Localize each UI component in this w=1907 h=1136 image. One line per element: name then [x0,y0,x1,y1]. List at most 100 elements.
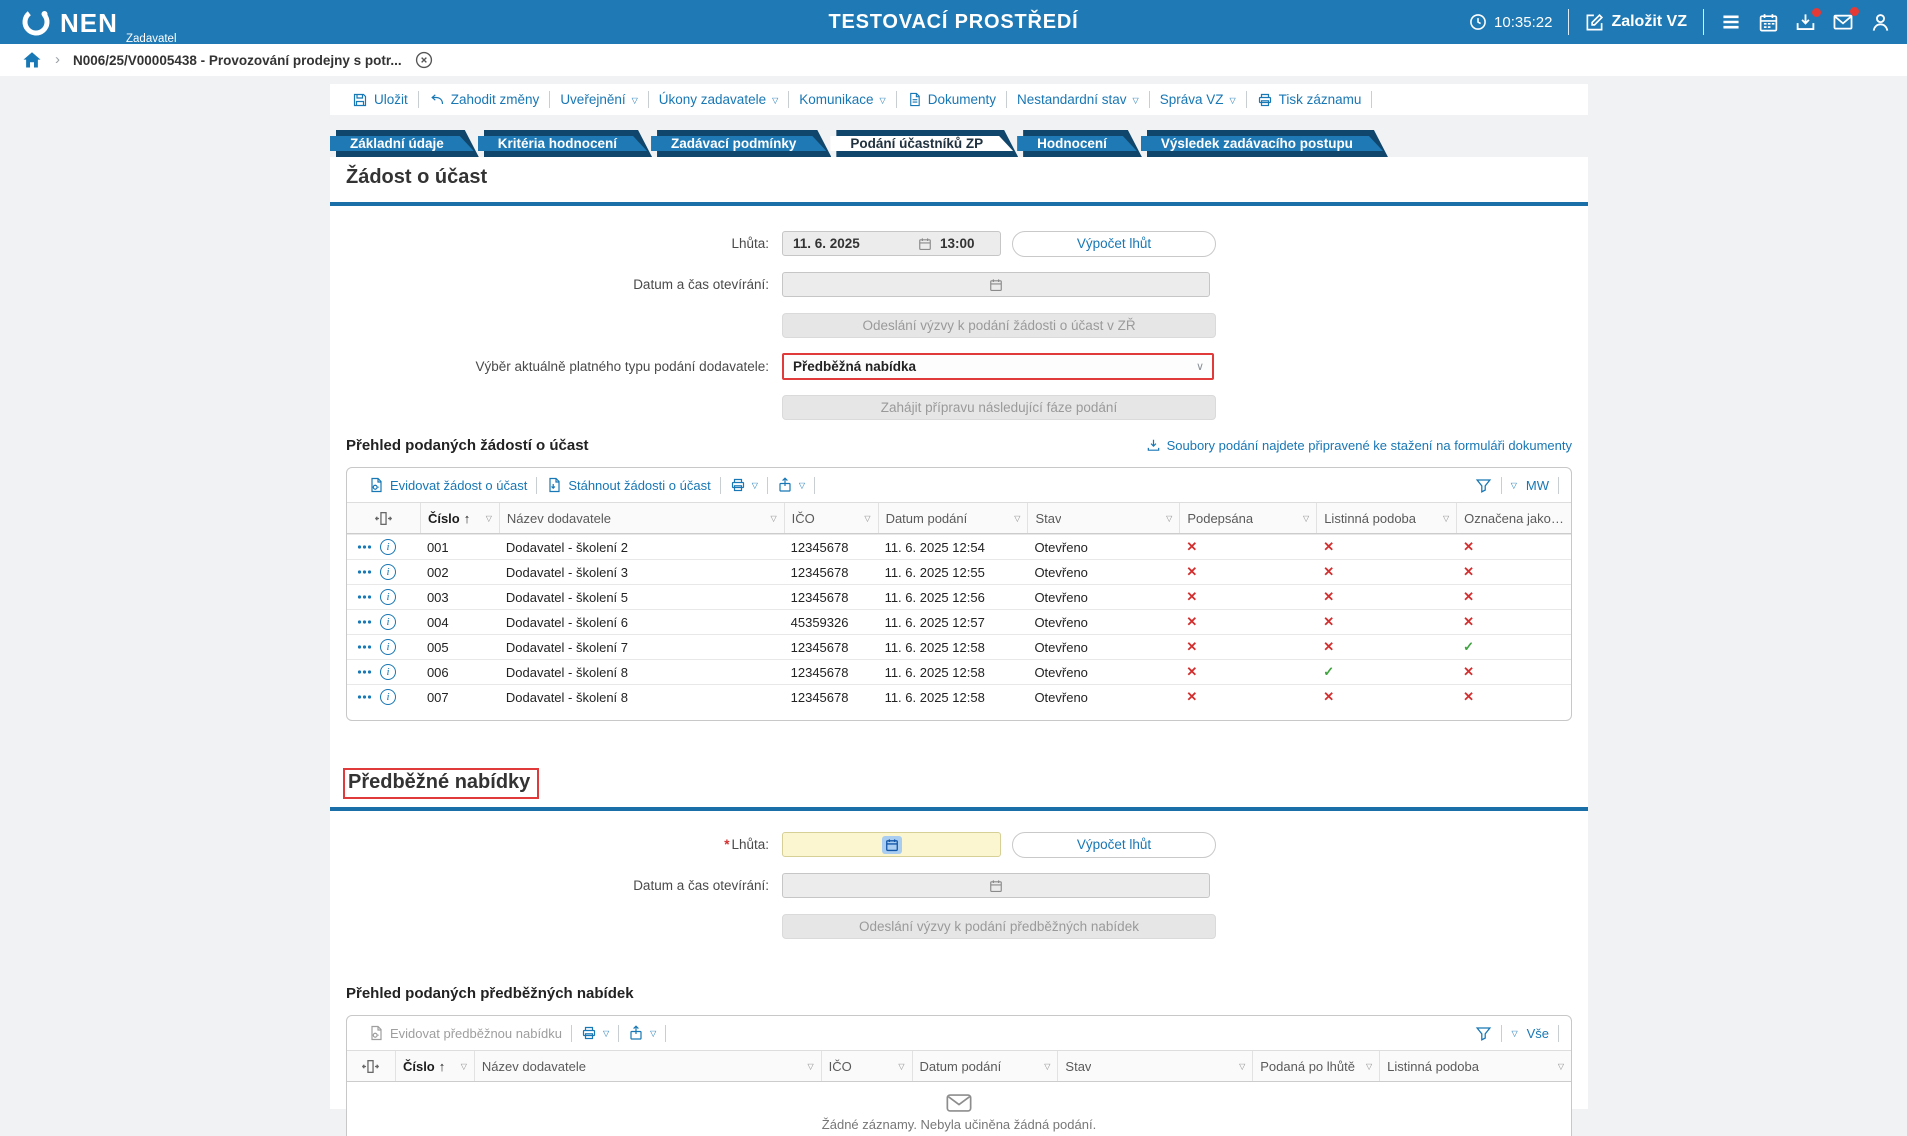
column-header-stav[interactable]: Stav ▽ [1057,1051,1252,1081]
column-header-cislo[interactable]: Číslo ↑ ▽ [394,1051,474,1081]
filter-icon[interactable] [1475,477,1492,494]
filter-caret-icon[interactable]: ▽ [1044,1061,1051,1071]
send-invite-prelim-button[interactable]: Odeslání výzvy k podání předběžných nabí… [782,914,1216,939]
print-table-button[interactable]: ▽ [721,477,767,493]
table-row[interactable]: i 006 Dodavatel - školení 8 12345678 11.… [347,659,1571,684]
row-actions-icon[interactable] [357,594,372,600]
send-invite-request-button[interactable]: Odeslání výzvy k podání žádosti o účast … [782,313,1216,338]
table-row[interactable]: i 005 Dodavatel - školení 7 12345678 11.… [347,634,1571,659]
filter-caret-icon[interactable]: ▽ [1442,513,1450,523]
start-next-phase-button[interactable]: Zahájit přípravu následující fáze podání [782,395,1216,420]
filter-caret-icon[interactable]: ▽ [770,513,777,523]
column-settings-icon[interactable] [362,1058,380,1075]
table-row[interactable]: i 007 Dodavatel - školení 8 12345678 11.… [347,684,1571,709]
filter-caret-icon[interactable]: ▽ [807,1061,814,1071]
filter-caret-icon[interactable]: ▽ [898,1061,905,1071]
row-info-icon[interactable]: i [380,689,396,705]
close-tab-icon[interactable] [415,51,433,69]
row-info-icon[interactable]: i [380,589,396,605]
column-header-podana-po-lhute[interactable]: Podaná po lhůtě ▽ [1252,1051,1379,1081]
column-header-listinna-podoba[interactable]: Listinná podoba ▽ [1316,503,1456,533]
column-header-nazev[interactable]: Název dodavatele ▽ [473,1051,821,1081]
filter-caret-icon[interactable]: ▽ [1366,1061,1373,1071]
caret-down-icon[interactable]: ▽ [1511,1029,1518,1038]
table-row[interactable]: i 004 Dodavatel - školení 6 45359326 11.… [347,609,1571,634]
export-table-button[interactable]: ▽ [619,1025,665,1041]
publish-menu[interactable]: Uveřejnění ▽ [560,92,638,107]
nen-logo[interactable]: NEN Zadavatel [20,6,177,44]
calc-deadlines-button[interactable]: Výpočet lhůt [1012,230,1216,257]
download-requests-button[interactable]: Stáhnout žádosti o účast [537,477,719,493]
tab-podani-ucastniku-zp[interactable]: Podání účastníků ZP [830,130,1013,157]
table-row[interactable]: i 003 Dodavatel - školení 5 12345678 11.… [347,584,1571,609]
user-icon[interactable] [1870,12,1891,33]
column-header-listinna-podoba[interactable]: Listinná podoba ▽ [1379,1051,1571,1081]
nonstandard-state-menu[interactable]: Nestandardní stav ▽ [1016,92,1139,107]
discard-changes-button[interactable]: Zahodit změny [419,92,550,108]
filter-caret-icon[interactable]: ▽ [1014,513,1021,523]
calendar-small-icon[interactable] [918,237,932,251]
print-record-button[interactable]: Tisk záznamu [1247,92,1372,108]
calc-deadlines-button[interactable]: Výpočet lhůt [1012,831,1216,858]
row-actions-icon[interactable] [357,669,372,675]
row-actions-icon[interactable] [357,544,372,550]
menu-icon[interactable] [1720,11,1742,33]
documents-button[interactable]: Dokumenty [897,92,1006,107]
caret-down-icon[interactable]: ▽ [1510,481,1517,490]
column-header-datum-podani[interactable]: Datum podání ▽ [911,1051,1058,1081]
row-actions-icon[interactable] [357,569,372,575]
filter-caret-icon[interactable]: ▽ [1239,1061,1246,1071]
breadcrumb-item[interactable]: N006/25/V00005438 - Provozování prodejny… [73,52,402,68]
filter-caret-icon[interactable]: ▽ [1557,1061,1565,1071]
view-selector[interactable]: MW [1525,477,1549,493]
column-header-datum-podani[interactable]: Datum podání ▽ [877,503,1028,533]
print-table-button[interactable]: ▽ [572,1025,618,1041]
tab-vysledek-zadavaciho-postupu[interactable]: Výsledek zadávacího postupu [1141,130,1383,157]
vz-administration-menu[interactable]: Správa VZ ▽ [1159,92,1236,107]
contracting-actions-menu[interactable]: Úkony zadavatele ▽ [658,92,779,107]
row-info-icon[interactable]: i [380,539,396,555]
column-settings-icon[interactable] [374,510,392,527]
filter-caret-icon[interactable]: ▽ [460,1061,467,1071]
tab-hodnoceni[interactable]: Hodnocení [1017,130,1137,157]
prelim-opening-field[interactable] [782,873,1210,898]
calendar-icon[interactable] [1758,12,1779,33]
row-info-icon[interactable]: i [380,639,396,655]
table-row[interactable]: i 002 Dodavatel - školení 3 12345678 11.… [347,559,1571,584]
inbox-downloads[interactable] [1795,7,1821,33]
row-actions-icon[interactable] [357,694,372,700]
column-header-nazev[interactable]: Název dodavatele ▽ [498,503,784,533]
row-info-icon[interactable]: i [380,664,396,680]
filter-caret-icon[interactable]: ▽ [864,513,871,523]
row-info-icon[interactable]: i [380,564,396,580]
calendar-picker-icon[interactable] [881,835,902,854]
view-selector[interactable]: Vše [1526,1025,1549,1041]
save-button[interactable]: Uložit [342,92,418,108]
filter-caret-icon[interactable]: ▽ [1303,513,1310,523]
column-header-stav[interactable]: Stav ▽ [1027,503,1179,533]
column-header-ico[interactable]: IČO ▽ [783,503,878,533]
row-info-icon[interactable]: i [380,614,396,630]
opening-datetime-field[interactable] [782,272,1210,297]
row-actions-icon[interactable] [357,644,372,650]
tab-kriteria-hodnoceni[interactable]: Kritéria hodnocení [478,130,647,157]
submission-type-select[interactable]: Předběžná nabídka ∨ [782,353,1214,380]
filter-caret-icon[interactable]: ▽ [485,513,492,523]
column-header-ico[interactable]: IČO ▽ [820,1051,912,1081]
home-icon[interactable] [22,50,42,70]
register-prelim-offer-button[interactable]: Evidovat předběžnou nabídku [359,1025,571,1041]
register-request-button[interactable]: Evidovat žádost o účast [359,477,536,493]
table-row[interactable]: i 001 Dodavatel - školení 2 12345678 11.… [347,534,1571,559]
prelim-deadline-field[interactable] [782,832,1001,857]
communication-menu[interactable]: Komunikace ▽ [799,92,886,107]
column-header-podepsana[interactable]: Podepsána ▽ [1179,503,1316,533]
tab-zadavaci-podminky[interactable]: Zadávací podmínky [651,130,826,157]
deadline-field[interactable]: 11. 6. 2025 13:00 [782,231,1001,256]
filter-icon[interactable] [1475,1025,1492,1042]
column-header-cislo[interactable]: Číslo ↑ ▽ [419,503,499,533]
submission-files-link[interactable]: Soubory podání najdete připravené ke sta… [1146,438,1572,453]
export-table-button[interactable]: ▽ [768,477,814,493]
row-actions-icon[interactable] [357,619,372,625]
tab-zakladni-udaje[interactable]: Základní údaje [330,130,474,157]
column-header-oznacena[interactable]: Označena jako ne [1456,503,1571,533]
